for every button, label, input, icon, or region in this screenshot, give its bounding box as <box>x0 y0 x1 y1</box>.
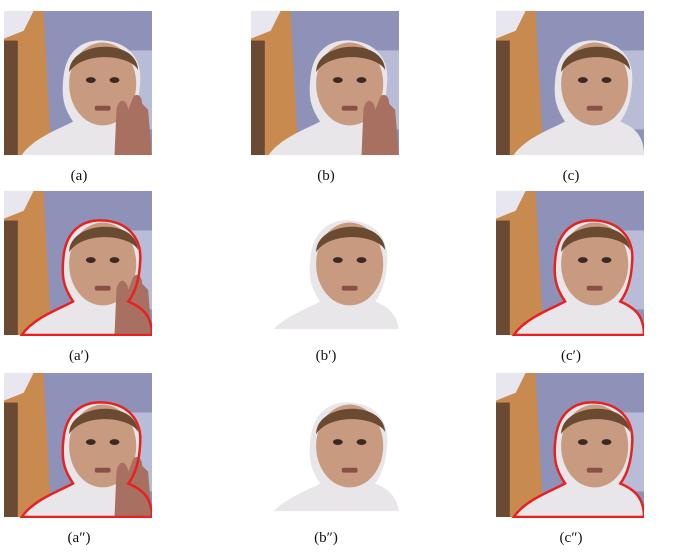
photo <box>496 372 644 518</box>
caption: (a) <box>4 168 154 185</box>
panel: (a′) <box>4 190 154 336</box>
panel: (b′) <box>251 190 401 336</box>
photo <box>4 10 152 156</box>
panel: (a) <box>4 10 154 156</box>
caption: (c′) <box>496 348 646 365</box>
caption: (c″) <box>496 530 646 547</box>
panel: (b) <box>251 10 401 156</box>
caption: (b′) <box>251 348 401 365</box>
figure: (a) (b) (c) <box>0 0 682 552</box>
panel: (c″) <box>496 372 646 518</box>
photo <box>251 372 399 518</box>
caption: (b) <box>251 168 401 185</box>
photo <box>251 10 399 156</box>
panel: (c′) <box>496 190 646 336</box>
panel: (c) <box>496 10 646 156</box>
caption: (c) <box>496 168 646 185</box>
caption: (a″) <box>4 530 154 547</box>
panel: (b″) <box>251 372 401 518</box>
photo <box>251 190 399 336</box>
photo <box>496 10 644 156</box>
photo <box>496 190 644 336</box>
caption: (b″) <box>251 530 401 547</box>
panel: (a″) <box>4 372 154 518</box>
photo <box>4 190 152 336</box>
caption: (a′) <box>4 348 154 365</box>
photo <box>4 372 152 518</box>
